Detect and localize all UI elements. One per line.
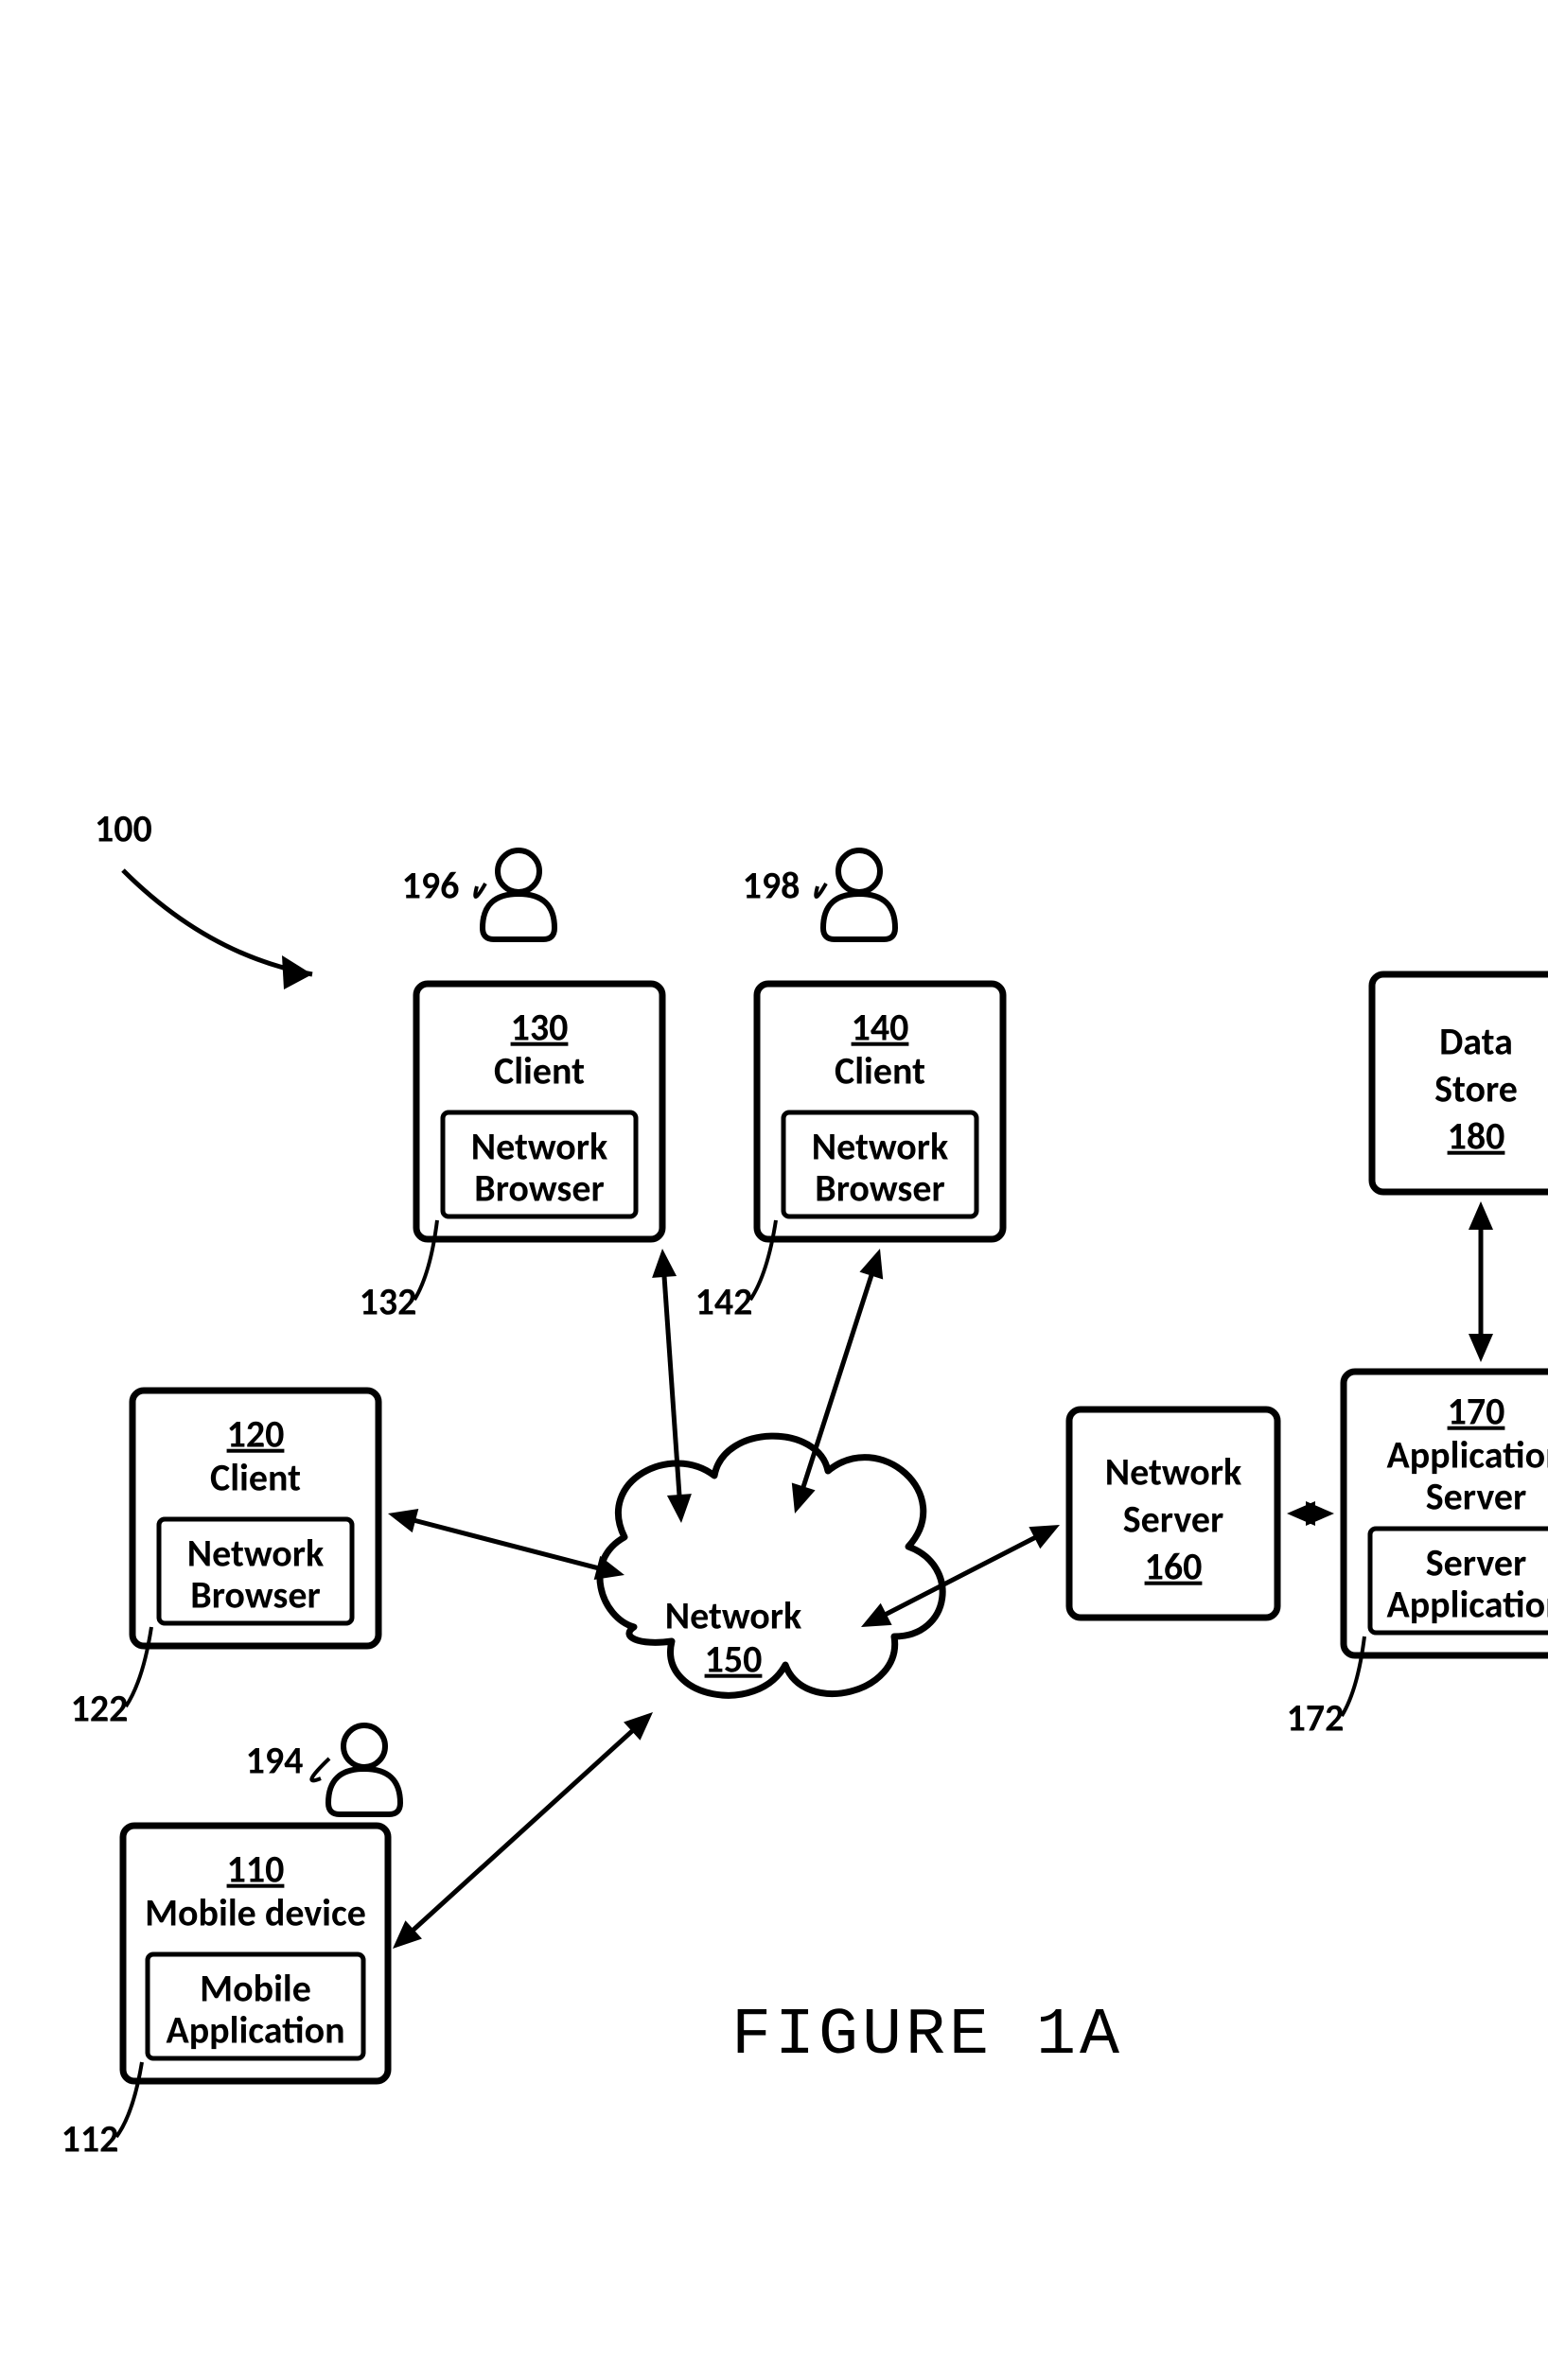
person-ref-198: 198 [743, 863, 800, 909]
svg-text:130: 130 [511, 1005, 569, 1051]
svg-text:Application: Application [166, 2007, 344, 2054]
svg-text:Network: Network [471, 1124, 607, 1170]
svg-text:Browser: Browser [474, 1165, 604, 1212]
svg-text:Data: Data [1439, 1019, 1513, 1065]
svg-text:120: 120 [227, 1411, 285, 1458]
svg-text:160: 160 [1145, 1544, 1203, 1590]
client120-ref: 122 [71, 1686, 129, 1732]
svg-text:Server: Server [1426, 1540, 1527, 1586]
svg-text:Client: Client [835, 1048, 925, 1094]
svg-text:Network: Network [1105, 1449, 1241, 1496]
svg-text:Network: Network [187, 1531, 324, 1577]
client140-ref: 142 [695, 1279, 753, 1325]
svg-text:Client: Client [210, 1455, 301, 1501]
diagram-ref: 100 [95, 806, 152, 852]
figure-title: FIGURE 1A [731, 1999, 1123, 2074]
person-ref-194: 194 [246, 1738, 304, 1784]
svg-text:Server: Server [1123, 1496, 1224, 1543]
svg-text:140: 140 [852, 1005, 909, 1051]
mobile110-ref: 112 [62, 2116, 119, 2162]
svg-text:Application: Application [1386, 1432, 1548, 1479]
person-ref-196: 196 [402, 863, 460, 909]
svg-text:180: 180 [1448, 1113, 1505, 1160]
svg-text:110: 110 [227, 1846, 285, 1893]
svg-text:Application: Application [1386, 1582, 1548, 1628]
svg-text:Client: Client [494, 1048, 585, 1094]
appserver170-ref: 172 [1287, 1695, 1345, 1741]
cloud-label: Network [665, 1593, 801, 1639]
svg-text:Store: Store [1434, 1066, 1518, 1112]
svg-text:Mobile device: Mobile device [145, 1890, 366, 1936]
client130-ref: 132 [360, 1279, 417, 1325]
cloud-refnum: 150 [705, 1636, 763, 1683]
svg-text:Mobile: Mobile [200, 1966, 311, 2012]
svg-text:170: 170 [1448, 1389, 1505, 1435]
svg-text:Server: Server [1426, 1474, 1527, 1520]
svg-text:Network: Network [812, 1124, 948, 1170]
svg-text:Browser: Browser [815, 1165, 944, 1212]
svg-text:Browser: Browser [190, 1572, 320, 1619]
